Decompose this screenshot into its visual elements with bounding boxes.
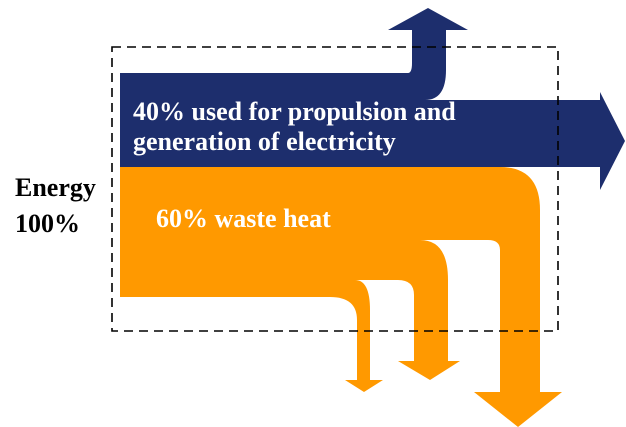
system-boundary	[111, 46, 559, 332]
waste-heat-flow	[120, 167, 562, 427]
propulsion-flow	[120, 8, 625, 190]
energy-input-label: Energy 100%	[15, 173, 96, 238]
waste-heat-label: 60% waste heat	[156, 204, 331, 233]
propulsion-label: 40% used for propulsion and generation o…	[133, 97, 456, 156]
